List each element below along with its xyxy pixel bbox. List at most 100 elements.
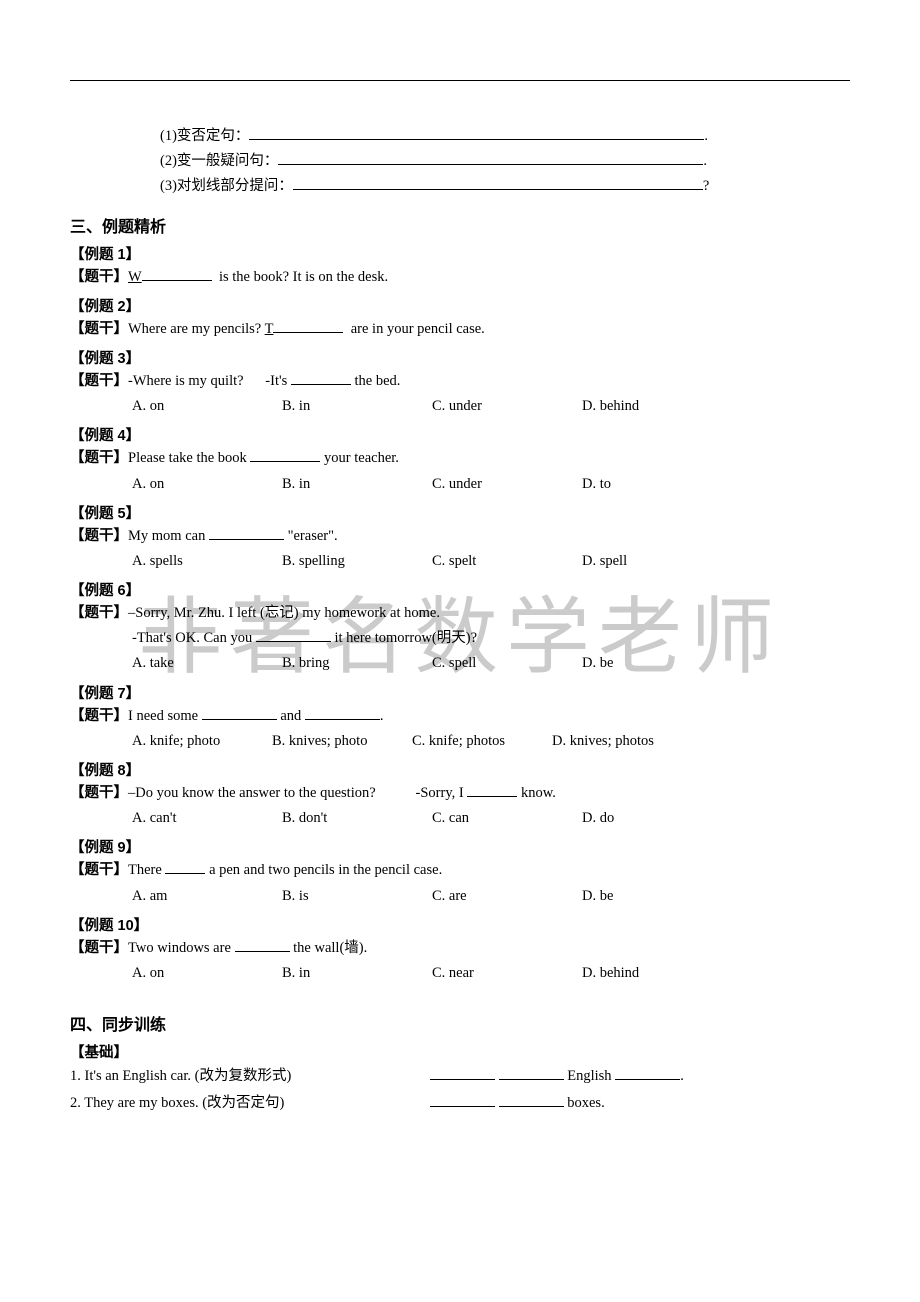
transform-line-1: (1)变否定句：. [160, 125, 850, 148]
text-run: –Sorry, Mr. Zhu. I left (忘记) my homework… [128, 605, 440, 621]
fill-blank [209, 525, 284, 540]
blank [249, 126, 704, 141]
fill-blank [615, 1066, 680, 1081]
blank [278, 151, 703, 166]
option: D. be [582, 652, 732, 675]
example-label: 【例题 4】 [70, 424, 850, 445]
example-options: A. knife; photoB. knives; photoC. knife;… [132, 730, 850, 753]
example-stem: 【题干】There a pen and two pencils in the p… [70, 859, 850, 882]
option: D. behind [582, 395, 732, 418]
blank [293, 176, 703, 191]
text-run: know. [517, 785, 556, 801]
transform-line-3: (3)对划线部分提问：? [160, 175, 850, 198]
example-options: A. onB. inC. nearD. behind [132, 962, 850, 985]
example-label: 【例题 3】 [70, 347, 850, 368]
text-run: -That's OK. Can you [132, 630, 256, 646]
stem-prefix: 【题干】 [70, 450, 128, 466]
text-run: and [277, 708, 305, 724]
terminator: ? [703, 178, 709, 194]
text-run: Two windows are [128, 940, 235, 956]
sync-left: 1. It's an English car. (改为复数形式) [70, 1064, 430, 1089]
example-label: 【例题 6】 [70, 579, 850, 600]
option: A. on [132, 962, 282, 985]
example-label: 【例题 9】 [70, 836, 850, 857]
text-run: a pen and two pencils in the pencil case… [205, 862, 442, 878]
underlined-letter: T [265, 321, 274, 337]
text-run: are in your pencil case. [343, 321, 484, 337]
example-options: A. onB. inC. underD. behind [132, 395, 850, 418]
underlined-letter: W [128, 269, 142, 285]
option: D. do [582, 807, 732, 830]
sync-row: 2. They are my boxes. (改为否定句) boxes. [70, 1091, 850, 1116]
option: D. behind [582, 962, 732, 985]
option: D. spell [582, 550, 732, 573]
text-run: the wall(墙). [290, 940, 368, 956]
option: C. spelt [432, 550, 582, 573]
option: A. take [132, 652, 282, 675]
stem-prefix: 【题干】 [70, 940, 128, 956]
example-label: 【例题 5】 [70, 502, 850, 523]
option: A. knife; photo [132, 730, 272, 753]
examples-list: 【例题 1】【题干】W is the book? It is on the de… [70, 243, 850, 986]
option: B. don't [282, 807, 432, 830]
option: B. is [282, 885, 432, 908]
sync-left: 2. They are my boxes. (改为否定句) [70, 1091, 430, 1116]
text-run: –Do you know the answer to the question?… [128, 785, 467, 801]
fill-blank [235, 937, 290, 952]
option: A. can't [132, 807, 282, 830]
text-run: boxes. [564, 1095, 605, 1111]
example-stem: 【题干】W is the book? It is on the desk. [70, 266, 850, 289]
fill-blank [273, 318, 343, 333]
sync-right: English . [430, 1064, 850, 1089]
example-label: 【例题 8】 [70, 759, 850, 780]
text-run: "eraser". [284, 528, 338, 544]
fill-blank [430, 1092, 495, 1107]
sync-list: 1. It's an English car. (改为复数形式) English… [70, 1064, 850, 1115]
fill-blank [165, 860, 205, 875]
example-stem: 【题干】My mom can "eraser". [70, 525, 850, 548]
sync-row: 1. It's an English car. (改为复数形式) English… [70, 1064, 850, 1089]
stem-prefix: 【题干】 [70, 862, 128, 878]
text-run: Where are my pencils? [128, 321, 265, 337]
option: A. am [132, 885, 282, 908]
stem-prefix: 【题干】 [70, 708, 128, 724]
fill-blank [499, 1092, 564, 1107]
fill-blank [430, 1066, 495, 1081]
page-rule [70, 80, 850, 81]
example-label: 【例题 1】 [70, 243, 850, 264]
example-options: A. spellsB. spellingC. speltD. spell [132, 550, 850, 573]
option: C. are [432, 885, 582, 908]
text-run: your teacher. [320, 450, 399, 466]
example-stem-line2: -That's OK. Can you it here tomorrow(明天)… [132, 627, 850, 650]
text-run: . [380, 708, 384, 724]
example-label: 【例题 2】 [70, 295, 850, 316]
fill-blank [305, 705, 380, 720]
text-run: is the book? It is on the desk. [212, 269, 388, 285]
option: D. be [582, 885, 732, 908]
fill-blank [467, 783, 517, 798]
fill-blank [142, 266, 212, 281]
fill-blank [202, 705, 277, 720]
example-stem: 【题干】I need some and . [70, 705, 850, 728]
option: A. spells [132, 550, 282, 573]
example-stem: 【题干】Two windows are the wall(墙). [70, 937, 850, 960]
option: B. in [282, 473, 432, 496]
example-options: A. takeB. bringC. spellD. be [132, 652, 850, 675]
option: D. to [582, 473, 732, 496]
example-label: 【例题 10】 [70, 914, 850, 935]
section-3-title: 三、例题精析 [70, 213, 850, 237]
option: A. on [132, 473, 282, 496]
text-run: -Where is my quilt? -It's [128, 373, 291, 389]
example-stem: 【题干】–Sorry, Mr. Zhu. I left (忘记) my home… [70, 602, 850, 625]
option: C. under [432, 473, 582, 496]
text-run: English [564, 1068, 616, 1084]
option: D. knives; photos [552, 730, 692, 753]
option: B. bring [282, 652, 432, 675]
text-run: I need some [128, 708, 202, 724]
page-content: (1)变否定句：. (2)变一般疑问句：. (3)对划线部分提问：? 三、例题精… [70, 125, 850, 1115]
transform-line-2: (2)变一般疑问句：. [160, 150, 850, 173]
terminator: . [703, 153, 707, 169]
stem-prefix: 【题干】 [70, 373, 128, 389]
text-run: . [680, 1068, 684, 1084]
fill-blank [291, 370, 351, 385]
